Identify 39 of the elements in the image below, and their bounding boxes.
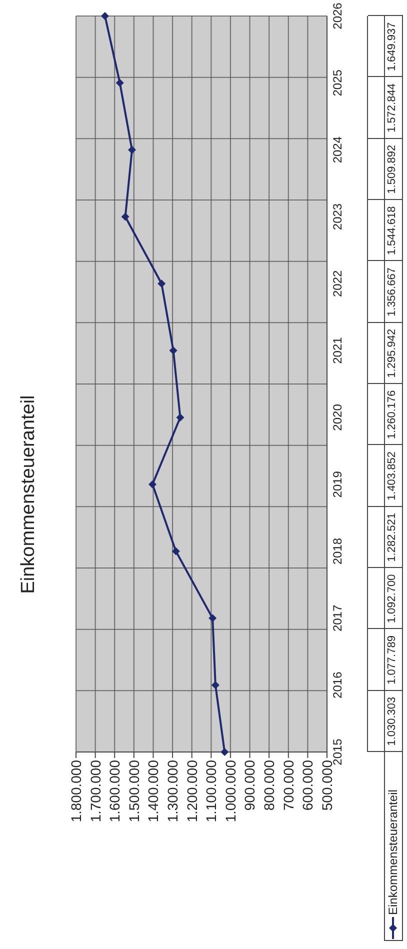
y-tick-label: 2022 — [330, 270, 345, 297]
data-label: 1.572.844 — [386, 82, 398, 134]
x-tick-label: 800.000 — [261, 760, 278, 811]
text: Einkommensteueranteil — [18, 394, 40, 596]
x-tick-label: 900.000 — [242, 760, 258, 811]
data-label: 1.030.303 — [386, 696, 398, 748]
data-label: 1.260.176 — [386, 389, 398, 442]
y-tick-label: 2023 — [330, 203, 345, 230]
x-tick-label: 1.500.000 — [126, 760, 142, 822]
data-label: 1.295.942 — [386, 328, 398, 380]
x-tick-label: 1.400.000 — [145, 760, 162, 822]
y-tick-label: 2025 — [330, 69, 345, 96]
x-tick-label: 1.200.000 — [184, 760, 200, 822]
text: Einkommensteueranteil — [386, 790, 400, 915]
data-label: 1.092.700 — [386, 573, 398, 626]
x-tick-label: 1.300.000 — [164, 760, 181, 822]
data-label: 1.649.937 — [386, 21, 398, 74]
y-tick-label: 2018 — [330, 538, 345, 565]
x-tick-label: 1.100.000 — [203, 760, 220, 822]
x-tick-label: 600.000 — [300, 760, 316, 811]
y-tick-label: 2017 — [330, 604, 345, 632]
x-tick-label: 700.000 — [280, 760, 296, 811]
y-tick-label: 2016 — [330, 671, 345, 698]
y-tick-label: 2015 — [330, 738, 345, 766]
x-tick-label: 1.600.000 — [106, 760, 123, 822]
x-tick-label: 1.000.000 — [222, 760, 238, 822]
y-tick-label: 2019 — [330, 470, 345, 498]
y-tick-label: 2021 — [330, 336, 345, 364]
y-tick-label: 2026 — [330, 2, 345, 30]
x-tick-label: 1.800.000 — [68, 760, 84, 822]
data-label: 1.077.789 — [386, 634, 398, 686]
data-label: 1.544.618 — [386, 205, 398, 258]
data-label: 1.356.667 — [386, 266, 398, 318]
y-tick-label: 2024 — [330, 136, 345, 164]
x-tick-label: 1.700.000 — [87, 760, 104, 822]
data-label: 1.403.852 — [386, 450, 398, 502]
data-label: 1.282.521 — [386, 512, 398, 564]
data-label: 1.509.892 — [386, 144, 398, 196]
y-tick-label: 2020 — [330, 404, 345, 431]
